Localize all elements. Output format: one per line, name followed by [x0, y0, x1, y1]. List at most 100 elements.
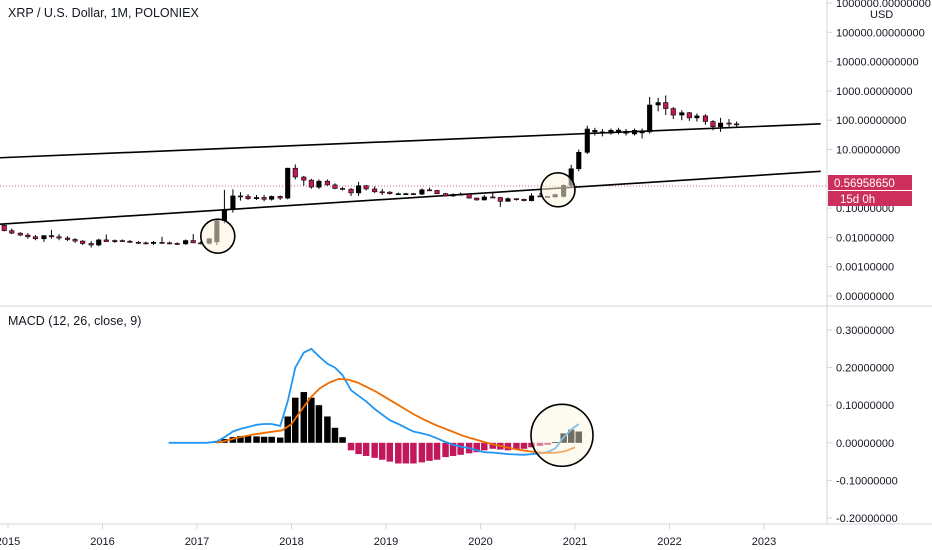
candle-body — [269, 196, 275, 200]
macd-histogram-bar — [284, 416, 291, 443]
candle-body — [88, 243, 94, 246]
highlight-circle — [530, 403, 594, 468]
price-tick-label: 0.10000000 — [836, 203, 894, 215]
candle-body — [237, 195, 244, 198]
symbol-title: XRP / U.S. Dollar, 1M, POLONIEX — [8, 6, 199, 20]
candle-body — [497, 197, 503, 202]
candle-body — [135, 242, 141, 244]
macd-histogram-bar — [536, 442, 544, 446]
price-highlight-circles — [199, 172, 576, 254]
time-axis-ticks: 2015 2016 2017 2018 2019 2020 2021 2022 2023 — [0, 524, 776, 548]
candle-body — [230, 195, 236, 210]
candle-body — [127, 240, 133, 243]
trendline[interactable] — [0, 170, 821, 226]
candle-body — [513, 198, 519, 200]
macd-histogram-bar — [489, 442, 497, 449]
candle-body — [221, 209, 227, 222]
candle-body — [694, 115, 700, 119]
macd-histogram-bar — [371, 442, 378, 458]
candle-body — [301, 176, 307, 181]
candle-body — [112, 240, 118, 242]
candle-body — [442, 193, 449, 197]
price-tick-label: 0.00100000 — [836, 262, 894, 274]
macd-histogram-bar — [237, 436, 244, 443]
candle-body — [41, 235, 47, 240]
macd-line — [168, 347, 580, 456]
candle-body — [710, 121, 716, 128]
macd-histogram — [213, 392, 583, 464]
candle-body — [150, 242, 157, 244]
candle-body — [686, 112, 692, 119]
price-axis-ticks: 1000000.00000000 100000.00000000 10000.000… — [827, 0, 931, 303]
macd-histogram-bar — [268, 436, 275, 443]
time-tick-label: 2021 — [563, 536, 587, 548]
macd-histogram-bar — [386, 442, 394, 462]
candle-body — [348, 188, 354, 194]
price-tick-label: 100.00000000 — [836, 115, 906, 127]
macd-highlight-circles — [530, 403, 594, 468]
candle-body — [285, 167, 291, 199]
macd-histogram-bar — [402, 442, 410, 464]
macd-histogram-bar — [253, 436, 260, 443]
candle-body — [505, 198, 511, 202]
price-pane — [0, 95, 827, 254]
candle-body — [17, 232, 23, 236]
candle-body — [679, 112, 685, 116]
macd-histogram-bar — [339, 437, 346, 443]
candle-body — [339, 188, 346, 190]
candle-body — [372, 188, 378, 193]
highlight-circle — [199, 218, 236, 254]
candle-body — [48, 235, 55, 238]
candle-body — [25, 234, 31, 238]
candle-body — [450, 194, 456, 197]
macd-histogram-bar — [229, 437, 237, 443]
time-tick-label: 2023 — [752, 536, 776, 548]
candle-body — [387, 191, 393, 195]
time-tick-label: 2016 — [90, 536, 114, 548]
macd-histogram-bar — [567, 429, 575, 443]
price-tick-label: 100000.00000000 — [836, 27, 925, 39]
macd-tick-label: -0.20000000 — [836, 513, 898, 525]
candle-body — [356, 185, 362, 194]
candle-body — [599, 131, 605, 134]
last-price-badge-bg — [828, 175, 912, 190]
candle-body — [72, 239, 78, 242]
trendlines — [0, 123, 821, 226]
candle-body — [277, 196, 283, 199]
macd-histogram-bar — [544, 442, 551, 445]
candle-body — [56, 236, 62, 239]
price-tick-label: 1000000.00000000 — [836, 0, 931, 10]
macd-axis-ticks: 0.30000000 0.20000000 0.10000000 0.00000000… — [827, 325, 898, 525]
candle-body — [458, 193, 464, 196]
macd-histogram-bar — [378, 442, 386, 460]
candle-body — [663, 102, 669, 109]
time-tick-label: 2019 — [374, 536, 398, 548]
candle-body — [623, 130, 629, 134]
macd-histogram-bar — [315, 405, 323, 443]
macd-histogram-bar — [300, 392, 308, 443]
time-tick-label: 2022 — [657, 536, 681, 548]
macd-tick-label: 0.30000000 — [836, 325, 894, 337]
candle-body — [363, 185, 369, 190]
candle-body — [584, 128, 590, 153]
candle-body — [639, 131, 645, 134]
candle-body — [167, 242, 173, 245]
macd-histogram-bar — [426, 442, 433, 461]
candle-body — [474, 197, 480, 201]
time-axis[interactable]: 2015 2016 2017 2018 2019 2020 2021 2022 2023 — [0, 523, 932, 548]
right-price-scale[interactable]: 1000000.00000000 100000.00000000 10000.000… — [826, 0, 931, 525]
macd-histogram-bar — [395, 442, 402, 464]
candle-body — [64, 237, 71, 240]
candle-body — [395, 193, 401, 196]
macd-tick-label: 0.00000000 — [836, 438, 894, 450]
candle-body — [717, 122, 724, 128]
candle-body — [410, 193, 416, 196]
last-price-label: 0.56958650 — [834, 178, 895, 190]
candle-body — [253, 197, 260, 199]
candle-body — [103, 239, 109, 242]
macd-histogram-bar — [276, 437, 284, 443]
highlight-circle — [540, 172, 576, 208]
trendline[interactable] — [0, 123, 821, 159]
macd-histogram-bar — [410, 442, 417, 464]
